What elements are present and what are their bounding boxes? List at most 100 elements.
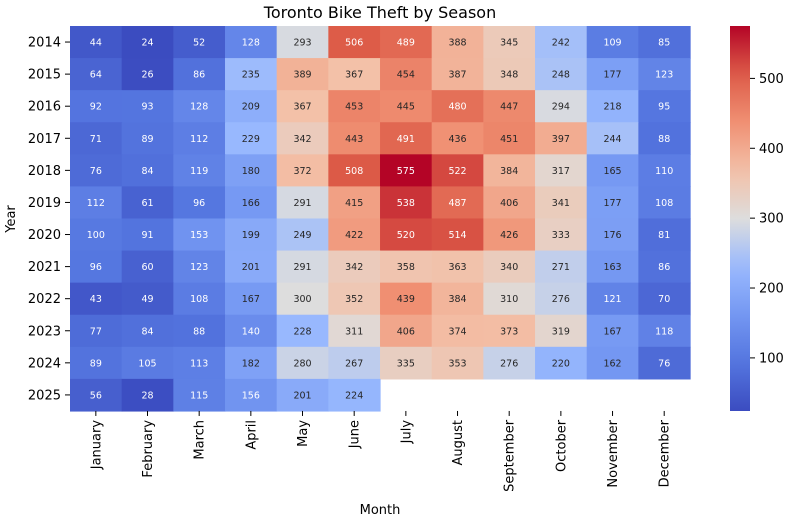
- heatmap-cell: [535, 154, 588, 187]
- cell-value-label: 43: [90, 294, 102, 305]
- heatmap-cell: [276, 346, 329, 380]
- heatmap-cell: [70, 250, 123, 284]
- heatmap-cell: [70, 314, 123, 348]
- heatmap-cell: [535, 122, 588, 155]
- heatmap-cell: [328, 314, 381, 348]
- heatmap-cell: [225, 250, 278, 284]
- heatmap-cell: [70, 218, 123, 252]
- heatmap-cell: [121, 378, 174, 412]
- y-axis-ticks: 2014 2015 2016 2017 2018 2019 2020 2021 2022 2023…: [28, 36, 70, 403]
- x-tick-label: September: [503, 419, 518, 492]
- cell-value-label: 489: [397, 38, 415, 49]
- heatmap-cell: [328, 58, 381, 91]
- heatmap-cell: [638, 346, 691, 380]
- heatmap-cell: [535, 250, 588, 284]
- colorbar-tick-label: 300: [759, 212, 784, 227]
- heatmap-cell: [121, 346, 174, 380]
- heatmap-cell: [380, 186, 433, 220]
- cell-value-label: 123: [190, 262, 208, 273]
- cell-value-label: 220: [552, 358, 570, 369]
- heatmap-cell: [173, 26, 226, 59]
- cell-value-label: 333: [552, 230, 570, 241]
- cell-value-label: 426: [500, 230, 518, 241]
- heatmap-cell: [121, 186, 174, 220]
- cell-value-label: 28: [141, 390, 153, 401]
- heatmap-cell: [225, 58, 278, 91]
- heatmap-cell: [483, 218, 536, 252]
- x-tick-label: October: [554, 419, 569, 472]
- cell-value-label: 105: [138, 358, 156, 369]
- heatmap-cell: [535, 90, 588, 123]
- heatmap-cell: [535, 58, 588, 91]
- heatmap-cell: [276, 186, 329, 220]
- cell-value-label: 100: [87, 230, 105, 241]
- heatmap-cell: [483, 90, 536, 123]
- cell-value-label: 267: [345, 358, 363, 369]
- cell-value-label: 520: [397, 230, 415, 241]
- heatmap-cell: [173, 346, 226, 380]
- cell-value-label: 372: [293, 166, 311, 177]
- heatmap-cell: [70, 154, 123, 187]
- heatmap-cell: [586, 26, 639, 59]
- cell-value-label: 167: [242, 294, 260, 305]
- heatmap-cell: [276, 218, 329, 252]
- heatmap-cell: [70, 122, 123, 155]
- heatmap-cell: [121, 90, 174, 123]
- cell-value-label: 177: [603, 198, 621, 209]
- cell-value-label: 119: [190, 166, 208, 177]
- heatmap-cell: [328, 90, 381, 123]
- cell-value-label: 88: [658, 134, 670, 145]
- x-tick-label: July: [399, 420, 414, 445]
- heatmap-cell: [431, 122, 484, 155]
- cell-value-label: 367: [345, 70, 363, 81]
- x-tick-label: January: [89, 420, 104, 471]
- cell-value-label: 242: [552, 38, 570, 49]
- y-tick-label: 2024: [28, 356, 61, 371]
- heatmap-cell: [431, 282, 484, 316]
- heatmap-cell: [638, 26, 691, 59]
- cell-value-label: 228: [293, 326, 311, 337]
- heatmap-cell: [328, 378, 381, 412]
- heatmap-cell: [380, 90, 433, 123]
- cell-value-label: 397: [552, 134, 570, 145]
- heatmap-cell: [431, 90, 484, 123]
- cell-value-label: 166: [242, 198, 260, 209]
- cell-value-label: 319: [552, 326, 570, 337]
- colorbar-tick-label: 100: [759, 351, 784, 366]
- heatmap-cell: [70, 282, 123, 316]
- cell-value-label: 93: [141, 102, 153, 113]
- cell-value-label: 389: [293, 70, 311, 81]
- cell-value-label: 491: [397, 134, 415, 145]
- x-tick-label: November: [606, 419, 621, 487]
- cell-value-label: 201: [293, 390, 311, 401]
- heatmap-cell: [173, 58, 226, 91]
- cell-value-label: 249: [293, 230, 311, 241]
- y-tick-label: 2015: [28, 68, 61, 83]
- heatmap-cell: [225, 378, 278, 412]
- x-axis-label: Month: [360, 503, 401, 518]
- heatmap-cell: [638, 122, 691, 155]
- heatmap-cell: [535, 186, 588, 220]
- heatmap-cell: [431, 218, 484, 252]
- heatmap-cell: [535, 26, 588, 59]
- cell-value-label: 177: [603, 70, 621, 81]
- x-tick-label: August: [451, 420, 466, 466]
- heatmap-cell: [276, 282, 329, 316]
- heatmap-cell: [483, 58, 536, 91]
- heatmap-cells: [70, 26, 691, 412]
- y-tick-label: 2022: [28, 292, 61, 307]
- heatmap-cell: [173, 314, 226, 348]
- cell-value-label: 276: [552, 294, 570, 305]
- cell-value-label: 506: [345, 38, 363, 49]
- heatmap-cell: [173, 282, 226, 316]
- heatmap-cell: [328, 186, 381, 220]
- cell-value-label: 70: [658, 294, 670, 305]
- cell-value-label: 384: [500, 166, 518, 177]
- heatmap-cell: [328, 26, 381, 59]
- cell-value-label: 89: [90, 358, 102, 369]
- x-tick-label: December: [658, 419, 673, 487]
- heatmap-cell: [173, 186, 226, 220]
- heatmap-cell: [225, 218, 278, 252]
- heatmap-cell: [225, 122, 278, 155]
